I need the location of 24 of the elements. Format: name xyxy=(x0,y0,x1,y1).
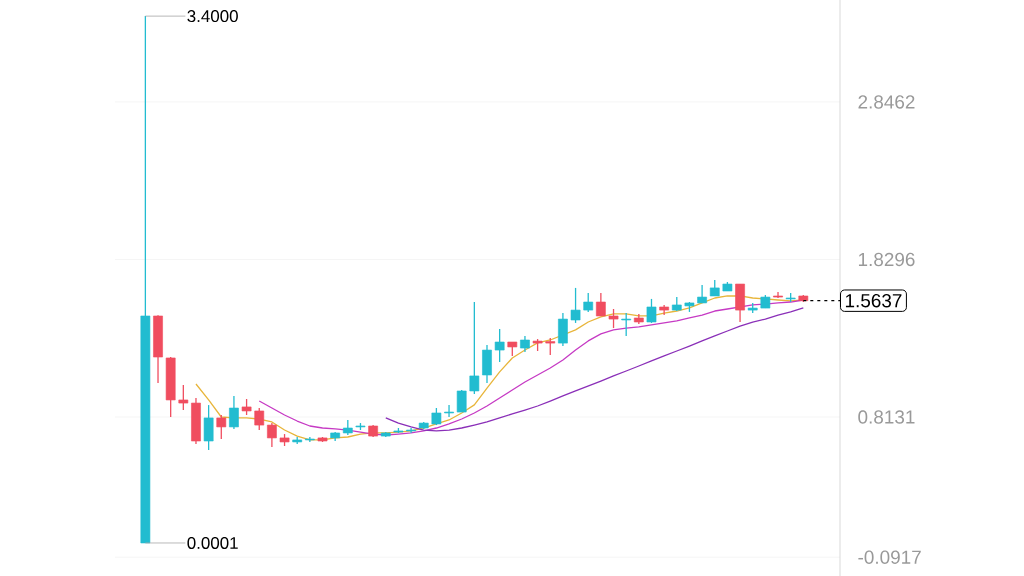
y-tick-label: 2.8462 xyxy=(858,95,915,109)
candlestick xyxy=(608,308,619,329)
candlestick xyxy=(469,301,480,395)
candlestick xyxy=(596,292,606,317)
candlestick xyxy=(570,287,581,324)
y-tick-label: -0.0917 xyxy=(858,550,921,564)
candlestick xyxy=(178,384,189,411)
candlestick xyxy=(494,328,505,363)
annotation: 3.4000 xyxy=(187,10,238,23)
candlestick xyxy=(456,389,467,413)
candlestick xyxy=(254,407,265,431)
y-tick-label: 0.8131 xyxy=(858,410,915,424)
candlestick xyxy=(646,298,657,324)
ref-line-label: 1.5637 xyxy=(845,293,902,308)
annotation: 0.0001 xyxy=(187,536,238,549)
candlestick xyxy=(229,395,239,430)
candlestick xyxy=(444,404,454,418)
candlestick xyxy=(583,292,594,313)
candlestick xyxy=(621,312,632,337)
y-tick-label: 1.8296 xyxy=(858,252,915,267)
candlestick xyxy=(697,284,707,304)
candlestick xyxy=(267,422,277,448)
candlestick xyxy=(203,404,214,451)
candlestick xyxy=(216,414,227,440)
